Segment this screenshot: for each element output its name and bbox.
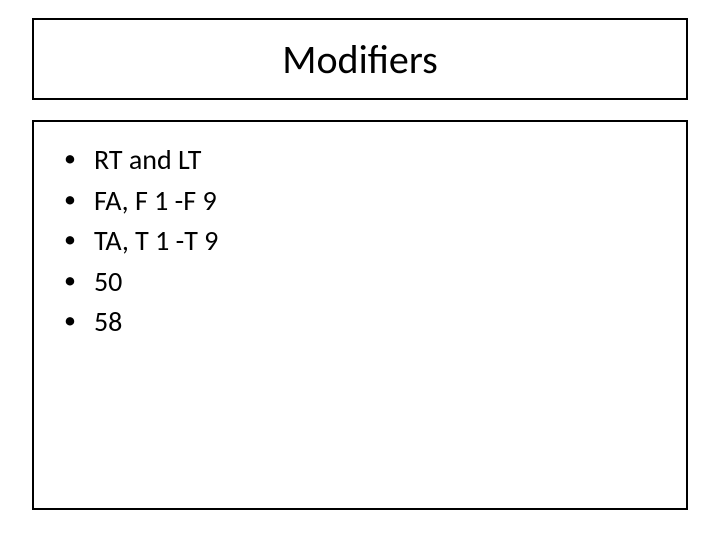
bullet-text: FA, F 1 -F 9 (94, 181, 217, 222)
bullet-text: TA, T 1 -T 9 (94, 221, 218, 262)
bullet-icon: • (64, 181, 76, 219)
list-item: • TA, T 1 -T 9 (64, 221, 656, 262)
bullet-icon: • (64, 302, 76, 340)
list-item: • RT and LT (64, 140, 656, 181)
bullet-icon: • (64, 140, 76, 178)
bullet-text: 58 (94, 302, 122, 343)
slide-title: Modifiers (282, 35, 437, 84)
list-item: • 58 (64, 302, 656, 343)
bullet-list: • RT and LT • FA, F 1 -F 9 • TA, T 1 -T … (64, 140, 656, 343)
list-item: • FA, F 1 -F 9 (64, 181, 656, 222)
content-container: • RT and LT • FA, F 1 -F 9 • TA, T 1 -T … (32, 120, 688, 510)
bullet-text: 50 (94, 262, 122, 303)
list-item: • 50 (64, 262, 656, 303)
bullet-icon: • (64, 221, 76, 259)
bullet-text: RT and LT (94, 140, 201, 181)
bullet-icon: • (64, 262, 76, 300)
title-container: Modifiers (32, 18, 688, 100)
